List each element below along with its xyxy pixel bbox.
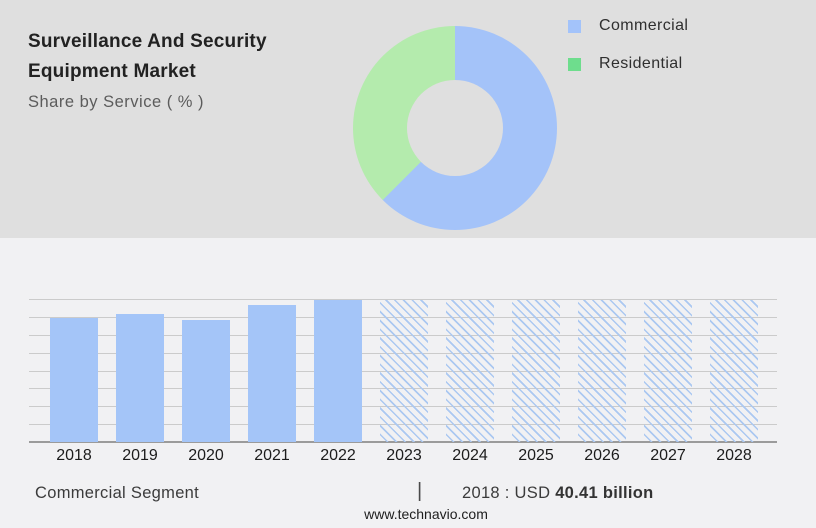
legend-swatch-commercial <box>568 19 581 33</box>
segment-label: Commercial Segment <box>35 484 200 502</box>
donut-chart <box>353 26 557 230</box>
bar-2020 <box>182 320 230 442</box>
website-url: www.technavio.com <box>364 506 488 522</box>
x-axis-label-2021: 2021 <box>254 447 290 464</box>
market-value-bold: 40.41 billion <box>555 484 654 502</box>
donut-hole <box>407 80 503 176</box>
x-axis-label-2022: 2022 <box>320 447 356 464</box>
title-block: Surveillance And Security Equipment Mark… <box>28 27 267 112</box>
x-axis-label-2028: 2028 <box>716 447 752 464</box>
bar-2018 <box>50 318 98 442</box>
bar-2023 <box>380 300 428 442</box>
bar-2019 <box>116 314 164 442</box>
x-axis-line <box>29 441 777 443</box>
chart-subtitle: Share by Service ( % ) <box>28 93 205 111</box>
bar-2022 <box>314 300 362 442</box>
footer-separator: | <box>417 480 423 502</box>
bar-2024 <box>446 300 494 442</box>
x-axis-label-2023: 2023 <box>386 447 422 464</box>
legend-item-residential: Residential <box>568 51 688 77</box>
bar-2026 <box>578 300 626 442</box>
legend-item-commercial: Commercial <box>568 13 688 39</box>
bar-2028 <box>710 300 758 442</box>
x-axis-label-2019: 2019 <box>122 447 158 464</box>
bar-2021 <box>248 305 296 442</box>
bar-2027 <box>644 300 692 442</box>
legend: Commercial Residential <box>568 13 688 89</box>
legend-swatch-residential <box>568 57 581 71</box>
legend-label-commercial: Commercial <box>599 17 689 34</box>
x-axis-label-2024: 2024 <box>452 447 488 464</box>
market-value-label: 2018 : USD 40.41 billion <box>462 484 654 503</box>
x-axis-label-2026: 2026 <box>584 447 620 464</box>
legend-label-residential: Residential <box>599 55 683 72</box>
gridline <box>29 299 777 300</box>
chart-title-line1: Surveillance And Security <box>28 31 267 52</box>
x-axis-label-2018: 2018 <box>56 447 92 464</box>
x-axis-label-2020: 2020 <box>188 447 224 464</box>
market-value-prefix: 2018 : USD <box>462 484 551 502</box>
x-axis-label-2025: 2025 <box>518 447 554 464</box>
chart-title-line2: Equipment Market <box>28 61 196 82</box>
bar-2025 <box>512 300 560 442</box>
x-axis-label-2027: 2027 <box>650 447 686 464</box>
